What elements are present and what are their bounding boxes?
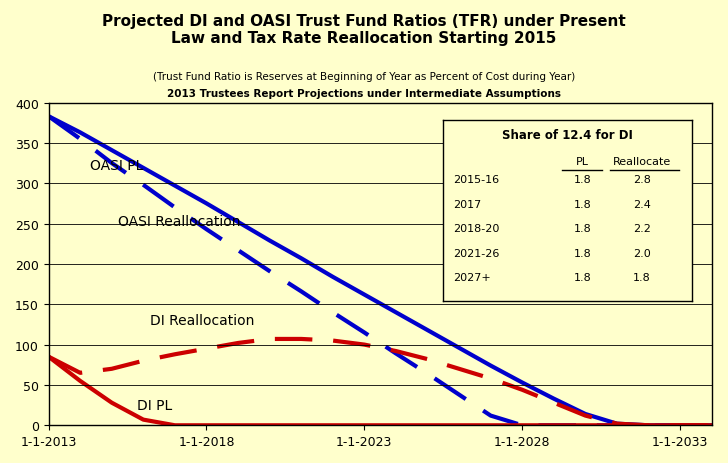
Text: 2027+: 2027+: [453, 273, 491, 282]
Text: Reallocate: Reallocate: [613, 157, 671, 167]
Text: Share of 12.4 for DI: Share of 12.4 for DI: [502, 128, 633, 141]
Text: 1.8: 1.8: [574, 175, 591, 185]
Text: 2017: 2017: [453, 200, 481, 209]
Text: 2.8: 2.8: [633, 175, 651, 185]
Text: 1.8: 1.8: [574, 248, 591, 258]
Text: 2018-20: 2018-20: [453, 224, 499, 234]
Text: 2.0: 2.0: [633, 248, 651, 258]
Text: Projected DI and OASI Trust Fund Ratios (TFR) under Present
Law and Tax Rate Rea: Projected DI and OASI Trust Fund Ratios …: [102, 14, 626, 46]
Text: OASI PL: OASI PL: [90, 158, 143, 172]
Text: 2.4: 2.4: [633, 200, 651, 209]
Text: 1.8: 1.8: [574, 224, 591, 234]
Text: DI Reallocation: DI Reallocation: [150, 314, 254, 328]
Text: DI PL: DI PL: [137, 398, 173, 412]
Text: 2013 Trustees Report Projections under Intermediate Assumptions: 2013 Trustees Report Projections under I…: [167, 89, 561, 99]
Text: 1.8: 1.8: [574, 200, 591, 209]
Text: 2021-26: 2021-26: [453, 248, 499, 258]
Text: 2.2: 2.2: [633, 224, 651, 234]
Text: 1.8: 1.8: [633, 273, 651, 282]
Text: OASI Reallocation: OASI Reallocation: [118, 215, 240, 229]
Text: 2015-16: 2015-16: [453, 175, 499, 185]
Text: 1.8: 1.8: [574, 273, 591, 282]
Text: (Trust Fund Ratio is Reserves at Beginning of Year as Percent of Cost during Yea: (Trust Fund Ratio is Reserves at Beginni…: [153, 72, 575, 82]
Text: PL: PL: [576, 157, 589, 167]
